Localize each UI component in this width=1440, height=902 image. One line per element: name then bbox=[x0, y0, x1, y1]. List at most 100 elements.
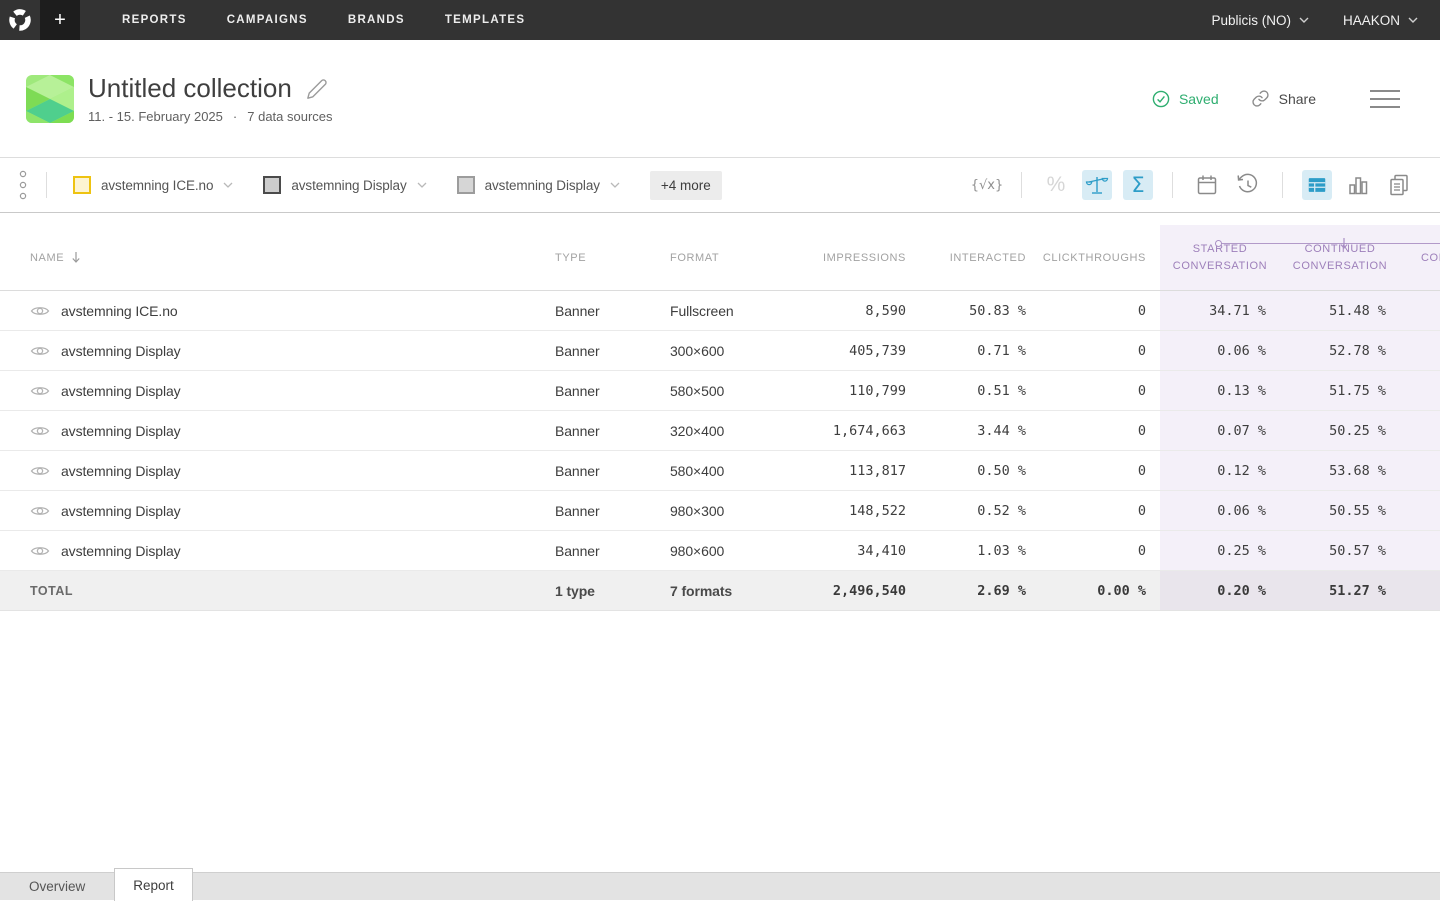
table-row[interactable]: avstemning Display Banner 580×400 113,81… bbox=[0, 451, 1440, 491]
row-impressions: 34,410 bbox=[790, 543, 906, 559]
bar-chart-icon bbox=[1346, 173, 1370, 197]
row-clickthroughs: 0 bbox=[1026, 303, 1146, 319]
column-header-format[interactable]: Format bbox=[670, 252, 790, 264]
column-header-type[interactable]: Type bbox=[555, 252, 670, 264]
history-button[interactable] bbox=[1233, 170, 1263, 200]
filter-toolbar: avstemning ICE.no avstemning Display avs… bbox=[0, 158, 1440, 213]
column-header-clipped[interactable]: Con bbox=[1400, 225, 1440, 290]
tab-report[interactable]: Report bbox=[114, 868, 193, 901]
menu-item-templates[interactable]: Templates bbox=[425, 14, 546, 26]
row-impressions: 405,739 bbox=[790, 343, 906, 359]
visibility-eye-icon[interactable] bbox=[30, 384, 50, 398]
copy-report-button[interactable] bbox=[1384, 170, 1414, 200]
chip-label: avstemning Display bbox=[485, 178, 600, 193]
visibility-eye-icon[interactable] bbox=[30, 504, 50, 518]
row-continued-conversation: 50.25 % bbox=[1280, 411, 1400, 450]
report-table: Name Type Format Impressions Interacted … bbox=[0, 213, 1440, 611]
header-menu-button[interactable] bbox=[1370, 84, 1400, 114]
total-format: 7 formats bbox=[670, 583, 790, 599]
share-button[interactable]: Share bbox=[1251, 89, 1316, 108]
color-swatch-checkbox[interactable] bbox=[263, 176, 281, 194]
row-clipped-metric bbox=[1400, 331, 1440, 370]
visibility-eye-icon[interactable] bbox=[30, 344, 50, 358]
account-selector[interactable]: Publicis (NO) bbox=[1211, 13, 1309, 28]
visibility-eye-icon[interactable] bbox=[30, 424, 50, 438]
more-datasources-button[interactable]: +4 more bbox=[650, 171, 722, 200]
pages-copy-icon bbox=[1387, 173, 1411, 197]
datasource-chip[interactable]: avstemning ICE.no bbox=[73, 176, 233, 194]
visibility-eye-icon[interactable] bbox=[30, 304, 50, 318]
table-row[interactable]: avstemning Display Banner 980×600 34,410… bbox=[0, 531, 1440, 571]
add-button[interactable]: + bbox=[40, 0, 80, 40]
row-continued-conversation: 50.55 % bbox=[1280, 491, 1400, 530]
shutter-logo-icon bbox=[8, 8, 32, 32]
chevron-down-icon[interactable] bbox=[223, 182, 233, 188]
collection-title: Untitled collection bbox=[88, 73, 292, 104]
main-menu: Reports Campaigns Brands Templates bbox=[102, 0, 545, 40]
row-impressions: 110,799 bbox=[790, 383, 906, 399]
row-type: Banner bbox=[555, 503, 670, 519]
row-type: Banner bbox=[555, 543, 670, 559]
collection-header: Untitled collection 11. - 15. February 2… bbox=[0, 40, 1440, 158]
row-clipped-metric bbox=[1400, 531, 1440, 570]
chevron-down-icon[interactable] bbox=[417, 182, 427, 188]
table-row[interactable]: avstemning Display Banner 980×300 148,52… bbox=[0, 491, 1440, 531]
top-navigation: + Reports Campaigns Brands Templates Pub… bbox=[0, 0, 1440, 40]
saved-label: Saved bbox=[1179, 91, 1219, 107]
table-row[interactable]: avstemning Display Banner 320×400 1,674,… bbox=[0, 411, 1440, 451]
edit-pencil-icon[interactable] bbox=[306, 78, 328, 100]
dot-separator: · bbox=[233, 109, 237, 124]
metric-group-indicator[interactable] bbox=[1218, 243, 1440, 244]
benchmark-scale-button[interactable] bbox=[1082, 170, 1112, 200]
chart-view-button[interactable] bbox=[1343, 170, 1373, 200]
row-format: 580×400 bbox=[670, 463, 790, 479]
bottom-tab-bar: Overview Report bbox=[0, 872, 1440, 900]
percent-button: % bbox=[1041, 170, 1071, 200]
menu-item-campaigns[interactable]: Campaigns bbox=[207, 14, 328, 26]
table-row[interactable]: avstemning ICE.no Banner Fullscreen 8,59… bbox=[0, 291, 1440, 331]
chip-label: avstemning ICE.no bbox=[101, 178, 213, 193]
chevron-down-icon[interactable] bbox=[610, 182, 620, 188]
column-header-started-conversation[interactable]: Started Conversation bbox=[1160, 225, 1280, 290]
datasource-list-menu[interactable] bbox=[0, 170, 46, 200]
column-header-interacted[interactable]: Interacted bbox=[906, 252, 1026, 264]
menu-item-reports[interactable]: Reports bbox=[102, 14, 207, 26]
datasource-chip[interactable]: avstemning Display bbox=[457, 176, 620, 194]
row-clipped-metric bbox=[1400, 491, 1440, 530]
table-row[interactable]: avstemning Display Banner 580×500 110,79… bbox=[0, 371, 1440, 411]
column-header-clickthroughs[interactable]: Clickthroughs bbox=[1026, 252, 1146, 264]
user-label: HAAKON bbox=[1343, 13, 1400, 28]
color-swatch-checkbox[interactable] bbox=[457, 176, 475, 194]
row-interacted: 1.03 % bbox=[906, 543, 1026, 559]
column-header-continued-conversation[interactable]: Continued Conversation bbox=[1280, 225, 1400, 290]
visibility-eye-icon[interactable] bbox=[30, 464, 50, 478]
divider bbox=[1282, 172, 1283, 198]
sort-descending-icon bbox=[71, 251, 81, 264]
total-clipped-metric bbox=[1400, 571, 1440, 610]
table-row[interactable]: avstemning Display Banner 300×600 405,73… bbox=[0, 331, 1440, 371]
column-header-impressions[interactable]: Impressions bbox=[790, 252, 906, 264]
row-continued-conversation: 52.78 % bbox=[1280, 331, 1400, 370]
tab-overview[interactable]: Overview bbox=[0, 873, 114, 901]
sum-totals-button[interactable]: Σ bbox=[1123, 170, 1153, 200]
row-type: Banner bbox=[555, 463, 670, 479]
row-interacted: 0.71 % bbox=[906, 343, 1026, 359]
visibility-eye-icon[interactable] bbox=[30, 544, 50, 558]
formula-button[interactable]: {√x} bbox=[972, 170, 1002, 200]
row-format: 980×600 bbox=[670, 543, 790, 559]
menu-item-brands[interactable]: Brands bbox=[328, 14, 425, 26]
data-sources-count: 7 data sources bbox=[247, 109, 332, 124]
group-range-handle-icon[interactable] bbox=[1215, 240, 1222, 247]
calendar-button[interactable] bbox=[1192, 170, 1222, 200]
datasource-chip[interactable]: avstemning Display bbox=[263, 176, 426, 194]
table-header-row: Name Type Format Impressions Interacted … bbox=[0, 225, 1440, 291]
row-type: Banner bbox=[555, 303, 670, 319]
table-view-button[interactable] bbox=[1302, 170, 1332, 200]
color-swatch-checkbox[interactable] bbox=[73, 176, 91, 194]
datasource-chips: avstemning ICE.no avstemning Display avs… bbox=[73, 176, 620, 194]
balance-scale-icon bbox=[1085, 173, 1109, 197]
row-clickthroughs: 0 bbox=[1026, 423, 1146, 439]
user-menu[interactable]: HAAKON bbox=[1343, 13, 1418, 28]
column-header-name[interactable]: Name bbox=[0, 251, 555, 264]
app-logo[interactable] bbox=[0, 0, 40, 40]
